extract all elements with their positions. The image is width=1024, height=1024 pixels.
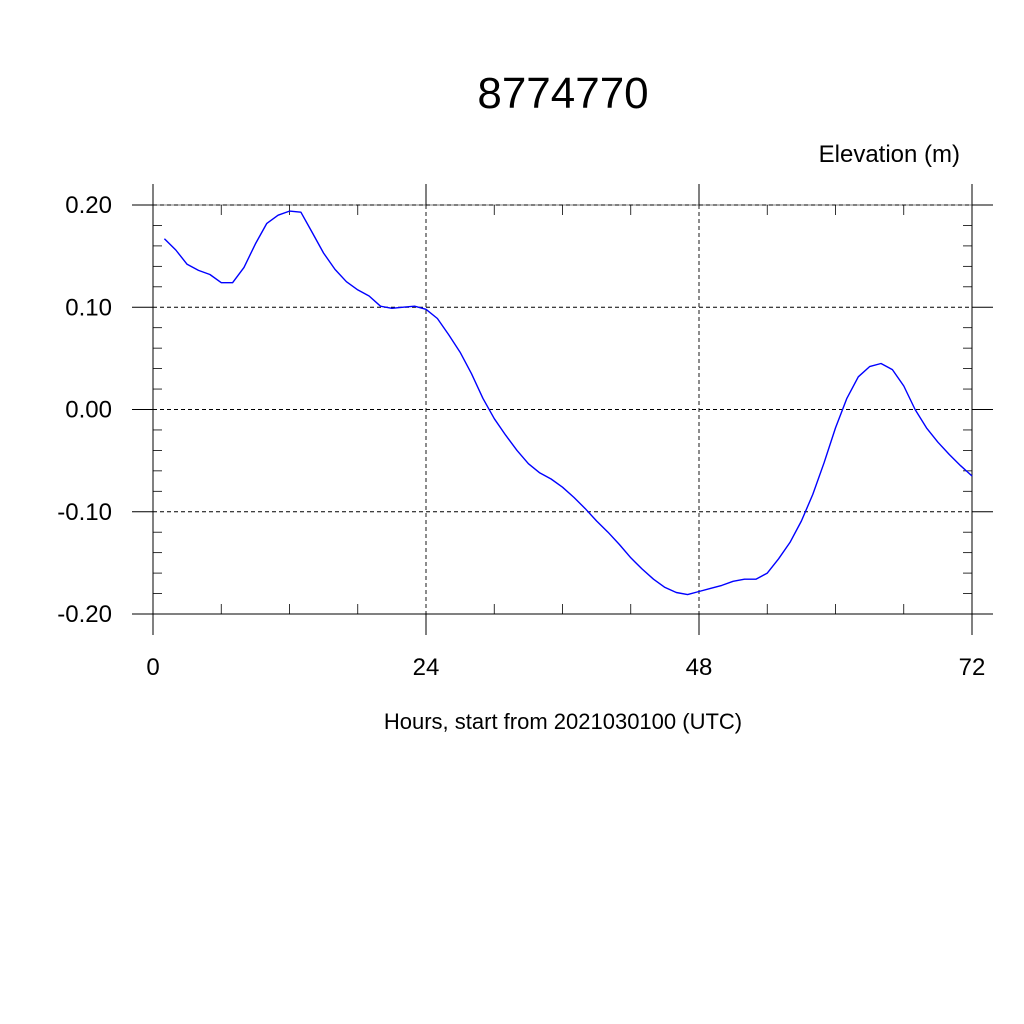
y-tick-label: 0.00 xyxy=(65,397,112,424)
series-line xyxy=(163,210,973,596)
x-tick-label: 24 xyxy=(413,654,440,681)
x-tick-label: 48 xyxy=(686,654,713,681)
x-axis-label: Hours, start from 2021030100 (UTC) xyxy=(384,709,742,734)
y-tick-label: 0.20 xyxy=(65,192,112,219)
x-tick-label: 72 xyxy=(959,654,986,681)
x-tick-label: 0 xyxy=(146,654,159,681)
y-tick-label: -0.20 xyxy=(57,601,112,628)
chart-title: 8774770 xyxy=(477,69,648,118)
y-tick-label: -0.10 xyxy=(57,499,112,526)
y-axis-label: Elevation (m) xyxy=(819,141,960,168)
y-tick-label: 0.10 xyxy=(65,294,112,321)
